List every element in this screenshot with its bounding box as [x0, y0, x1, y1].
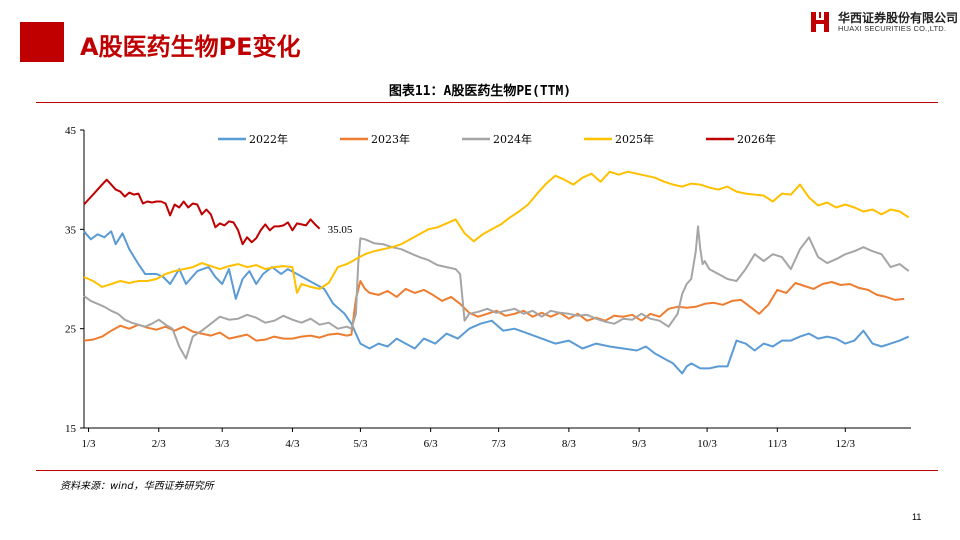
chart-title: 图表11：A股医药生物PE(TTM) — [388, 84, 572, 99]
chart-axes: 15 25 35 45 1/3 2/3 3/3 4/3 5/3 6/3 7/3 8/3 9/3 10/3 1… — [65, 125, 911, 450]
x-tick-label: 8/3 — [562, 438, 577, 450]
x-tick-label: 4/3 — [285, 438, 300, 450]
x-tick-label: 9/3 — [632, 438, 647, 450]
x-tick-label: 1/3 — [82, 438, 97, 450]
y-tick-label: 35 — [65, 224, 77, 236]
top-divider — [36, 102, 938, 103]
x-tick-label: 12/3 — [836, 438, 856, 450]
y-tick-label: 45 — [65, 125, 77, 137]
data-label-last-value: 35.05 — [328, 224, 353, 236]
company-logo: 华西证券股份有限公司 HUAXI SECURITIES CO.,LTD. — [808, 8, 958, 38]
page-title: A股医药生物PE变化 — [80, 33, 301, 61]
logo-company-name-cn: 华西证券股份有限公司 — [838, 11, 959, 25]
x-tick-label: 6/3 — [424, 438, 439, 450]
huaxi-logo-icon — [811, 12, 829, 32]
source-note: 资料来源：wind，华西证券研究所 — [60, 481, 214, 492]
chart-legend: 2022年 2023年 2024年 2025年 2026年 — [218, 132, 776, 146]
chart-series — [83, 170, 910, 375]
logo-company-name-en: HUAXI SECURITIES CO.,LTD. — [838, 24, 947, 33]
y-tick-label: 25 — [65, 324, 77, 336]
pe-line-chart: 15 25 35 45 1/3 2/3 3/3 4/3 5/3 6/3 7/3 8/3 9/3 10/3 1… — [65, 125, 911, 450]
series-line-1 — [83, 230, 910, 375]
legend-label: 2022年 — [249, 132, 288, 146]
legend-label: 2025年 — [615, 132, 654, 146]
x-tick-label: 5/3 — [353, 438, 368, 450]
series-line-5 — [83, 178, 321, 246]
series-line-4 — [83, 170, 910, 294]
bottom-divider — [36, 470, 938, 471]
x-tick-label: 3/3 — [215, 438, 230, 450]
title-accent-bar — [20, 22, 64, 62]
x-tick-label: 2/3 — [152, 438, 167, 450]
legend-label: 2026年 — [737, 132, 776, 146]
legend-label: 2024年 — [493, 132, 532, 146]
series-line-3 — [83, 225, 910, 360]
y-tick-label: 15 — [65, 423, 77, 435]
legend-label: 2023年 — [371, 132, 410, 146]
x-tick-label: 11/3 — [768, 438, 788, 450]
page-number: 11 — [912, 512, 922, 522]
series-line-2 — [83, 280, 905, 342]
x-tick-label: 10/3 — [697, 438, 717, 450]
x-tick-label: 7/3 — [492, 438, 507, 450]
chart-annotations: 35.05 — [328, 224, 353, 236]
